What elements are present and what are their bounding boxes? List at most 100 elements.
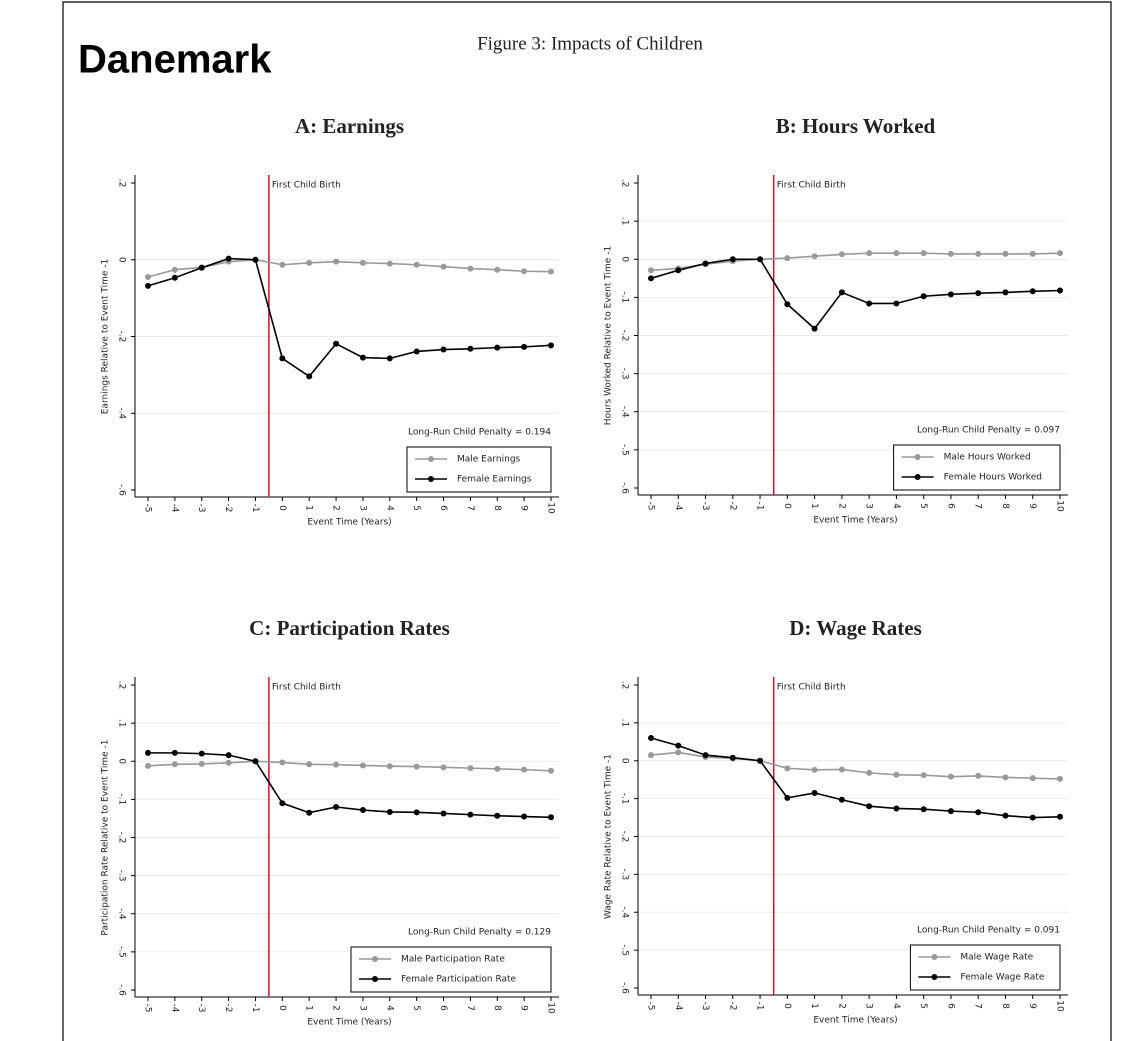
point: [947, 291, 954, 298]
y-tick-label: -.4: [117, 908, 127, 920]
panel-title: D: Wage Rates: [789, 616, 922, 640]
x-tick-label: 3: [357, 1005, 367, 1011]
legend-label: Female Earnings: [457, 475, 532, 485]
point: [866, 300, 873, 307]
x-tick-label: 0: [277, 1005, 287, 1011]
point: [811, 766, 818, 773]
legend-label: Male Wage Rate: [960, 953, 1033, 963]
point: [198, 750, 205, 757]
x-tick-label: 4: [384, 1005, 394, 1011]
point: [145, 282, 151, 289]
point: [521, 766, 528, 773]
point: [467, 811, 474, 818]
note: Long-Run Child Penalty = 0.091: [917, 926, 1060, 936]
point: [784, 301, 791, 308]
point: [440, 764, 447, 771]
point: [145, 274, 151, 281]
x-tick-label: -2: [727, 502, 737, 511]
series-line: [650, 751, 1061, 780]
point: [784, 794, 791, 801]
x-tick-label: 0: [782, 1003, 792, 1009]
point: [333, 804, 340, 810]
event-label: First Child Birth: [272, 181, 341, 191]
panel-title: A: Earnings: [295, 114, 404, 138]
x-tick-label: 10: [546, 1002, 556, 1014]
x-axis-label: Event Time (Years): [307, 518, 391, 528]
x-tick-label: -5: [143, 1004, 153, 1013]
point: [413, 809, 420, 816]
y-tick-label: .2: [117, 179, 127, 188]
legend-marker: [372, 956, 378, 962]
point: [198, 264, 205, 271]
x-tick-label: 9: [519, 1005, 529, 1011]
series-line: [650, 252, 1061, 272]
x-tick-label: 3: [357, 505, 367, 511]
event-label: First Child Birth: [272, 683, 341, 693]
x-axis-label: Event Time (Years): [813, 1016, 897, 1026]
y-tick-label: -.5: [620, 944, 630, 956]
x-tick-label: 6: [945, 1003, 955, 1009]
x-tick-label: -2: [223, 1004, 233, 1013]
x-tick-label: 8: [1000, 1003, 1010, 1009]
legend-marker: [428, 456, 434, 462]
x-tick-label: 2: [836, 503, 846, 509]
y-tick-label: -.5: [620, 444, 630, 456]
point: [225, 255, 232, 262]
x-tick-label: -1: [250, 1004, 260, 1013]
series-line: [148, 752, 552, 819]
point: [675, 749, 682, 756]
point: [440, 810, 447, 817]
legend-label: Male Earnings: [457, 455, 521, 465]
point: [920, 772, 927, 779]
x-tick-label: 0: [277, 505, 287, 511]
x-tick-label: 10: [1055, 1000, 1065, 1012]
y-tick-label: -.2: [620, 330, 630, 342]
point: [413, 348, 420, 355]
x-tick-label: 5: [411, 1005, 421, 1011]
series-line: [650, 258, 1061, 330]
x-tick-label: -4: [169, 1004, 179, 1013]
x-tick-label: 6: [438, 1005, 448, 1011]
y-tick-label: .2: [620, 179, 630, 188]
x-tick-label: 9: [1027, 1003, 1037, 1009]
point: [252, 758, 259, 765]
x-tick-label: 0: [782, 503, 792, 509]
point: [811, 789, 818, 796]
x-tick-label: -4: [169, 504, 179, 513]
point: [548, 767, 554, 774]
point: [386, 808, 393, 815]
y-tick-label: -.2: [620, 831, 630, 843]
legend-marker: [914, 474, 921, 480]
x-tick-label: 2: [331, 505, 341, 511]
x-tick-label: 6: [438, 505, 448, 511]
point: [893, 805, 900, 812]
point: [494, 344, 501, 351]
series-line: [147, 257, 552, 378]
point: [784, 255, 791, 262]
y-tick-label: -.2: [117, 832, 127, 844]
point: [838, 796, 845, 803]
x-tick-label: 5: [918, 503, 928, 509]
x-tick-label: 3: [864, 503, 874, 509]
x-tick-label: 8: [492, 1005, 502, 1011]
x-tick-label: -3: [196, 1004, 206, 1013]
y-tick-label: .2: [620, 681, 630, 690]
y-tick-label: 0: [117, 758, 127, 764]
point: [413, 763, 420, 770]
point: [171, 266, 178, 273]
point: [171, 761, 178, 768]
point: [279, 261, 286, 268]
x-tick-label: 7: [465, 505, 475, 511]
point: [729, 754, 736, 761]
x-tick-label: 7: [465, 1005, 475, 1011]
x-tick-label: -3: [700, 1002, 710, 1011]
y-axis-label: Participation Rate Relative to Event Tim…: [101, 739, 111, 935]
legend-box: [350, 946, 552, 993]
point: [838, 289, 845, 296]
y-tick-label: -.4: [620, 906, 630, 918]
x-tick-label: 8: [1000, 503, 1010, 509]
point: [521, 813, 528, 820]
x-tick-label: 1: [809, 1003, 819, 1009]
